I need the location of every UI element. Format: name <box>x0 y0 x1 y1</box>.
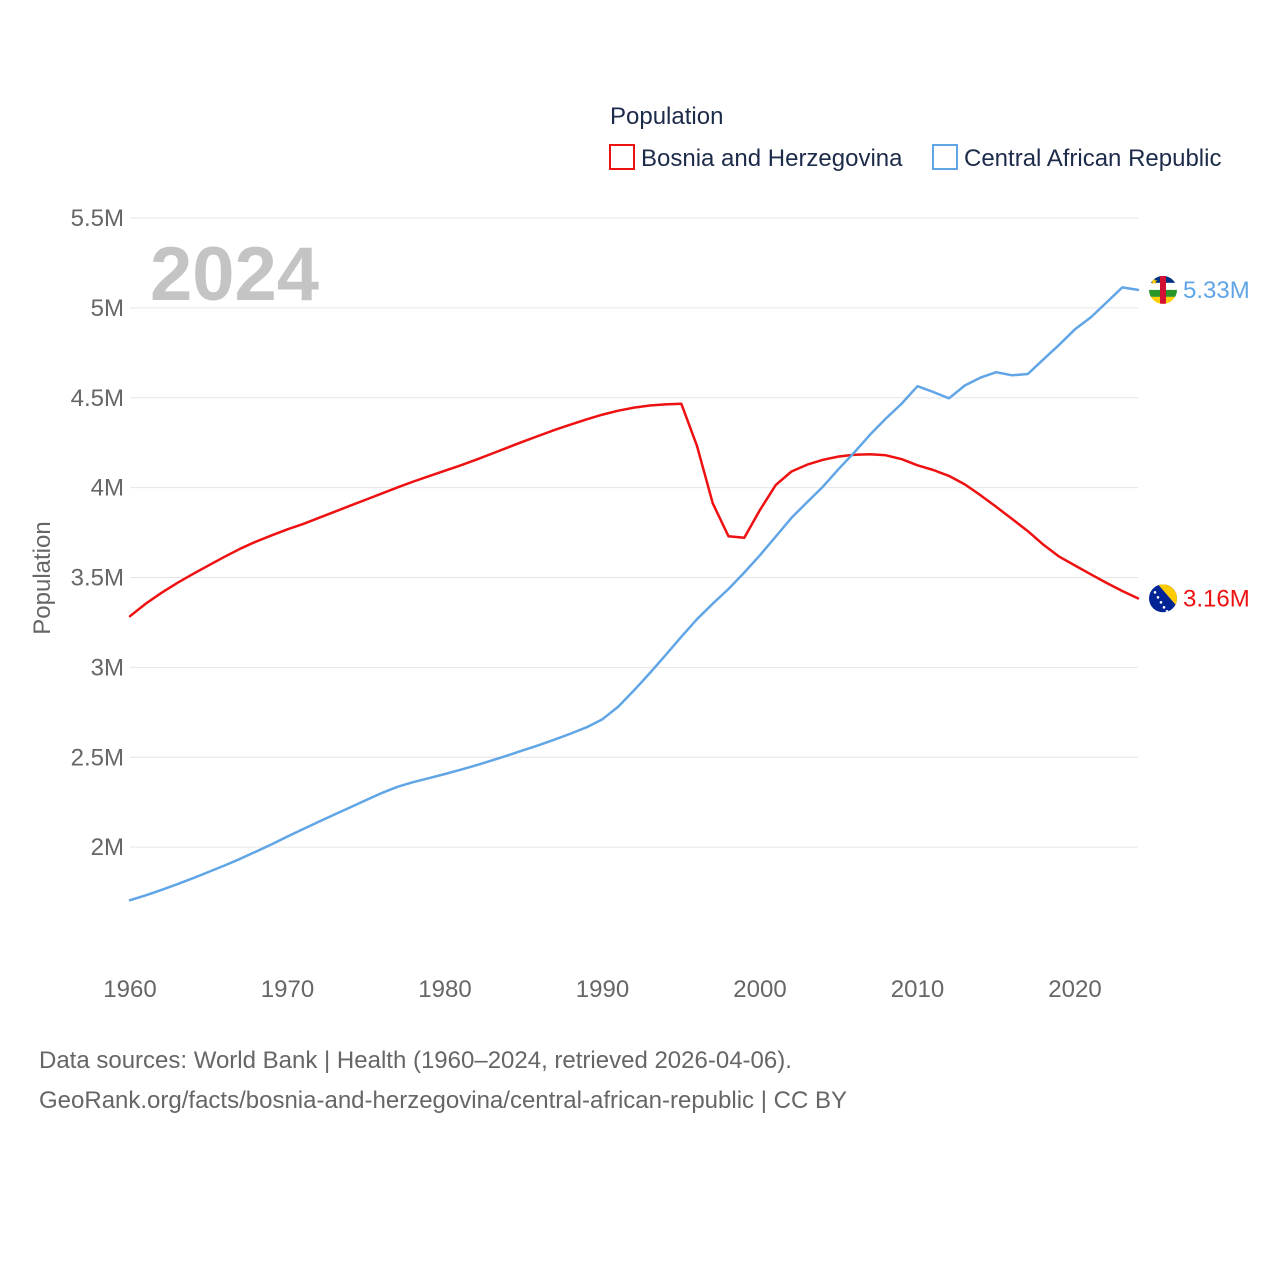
y-tick-label: 5.5M <box>71 205 124 232</box>
x-tick-label: 2020 <box>1048 976 1101 1003</box>
y-tick-label: 5M <box>91 295 124 322</box>
x-tick-label: 1980 <box>418 976 471 1003</box>
x-axis-ticks: 1960 1970 1980 1990 2000 2010 2020 <box>103 976 1101 1003</box>
legend-item-car[interactable]: Central African Republic <box>932 144 1221 172</box>
x-tick-label: 1960 <box>103 976 156 1003</box>
y-tick-label: 3.5M <box>71 565 124 592</box>
y-axis-title: Population <box>29 521 56 634</box>
series-line-car[interactable] <box>128 286 1140 902</box>
series-line-bosnia[interactable] <box>128 402 1140 618</box>
car-flag-icon <box>1149 275 1177 304</box>
legend-label-bosnia: Bosnia and Herzegovina <box>641 145 903 172</box>
data-source-text: Data sources: World Bank | Health (1960–… <box>39 1047 792 1074</box>
bosnia-flag-icon <box>1149 584 1177 613</box>
y-tick-label: 2.5M <box>71 744 124 771</box>
x-tick-label: 2010 <box>891 976 944 1003</box>
end-markers: 5.33M 3.16M <box>1149 275 1250 613</box>
y-tick-label: 4.5M <box>71 385 124 412</box>
end-label-car: 5.33M <box>1183 277 1250 304</box>
legend-swatch-car <box>932 144 958 170</box>
year-watermark: 2024 <box>150 232 319 317</box>
y-axis-ticks: 2M 2.5M 3M 3.5M 4M 4.5M 5M 5.5M <box>71 205 124 861</box>
x-tick-label: 2000 <box>733 976 786 1003</box>
series-lines <box>128 286 1140 902</box>
legend-label-car: Central African Republic <box>964 145 1221 172</box>
legend: Population Bosnia and Herzegovina Centra… <box>609 103 1221 172</box>
x-tick-label: 1970 <box>261 976 314 1003</box>
legend-swatch-bosnia <box>609 144 635 170</box>
y-tick-label: 3M <box>91 654 124 681</box>
legend-item-bosnia[interactable]: Bosnia and Herzegovina <box>609 144 903 172</box>
grid <box>130 217 1138 848</box>
attribution-link[interactable]: GeoRank.org/facts/bosnia-and-herzegovina… <box>39 1087 847 1114</box>
y-tick-label: 2M <box>91 834 124 861</box>
end-label-bosnia: 3.16M <box>1183 585 1250 612</box>
legend-title: Population <box>610 103 723 130</box>
x-tick-label: 1990 <box>576 976 629 1003</box>
y-tick-label: 4M <box>91 475 124 502</box>
